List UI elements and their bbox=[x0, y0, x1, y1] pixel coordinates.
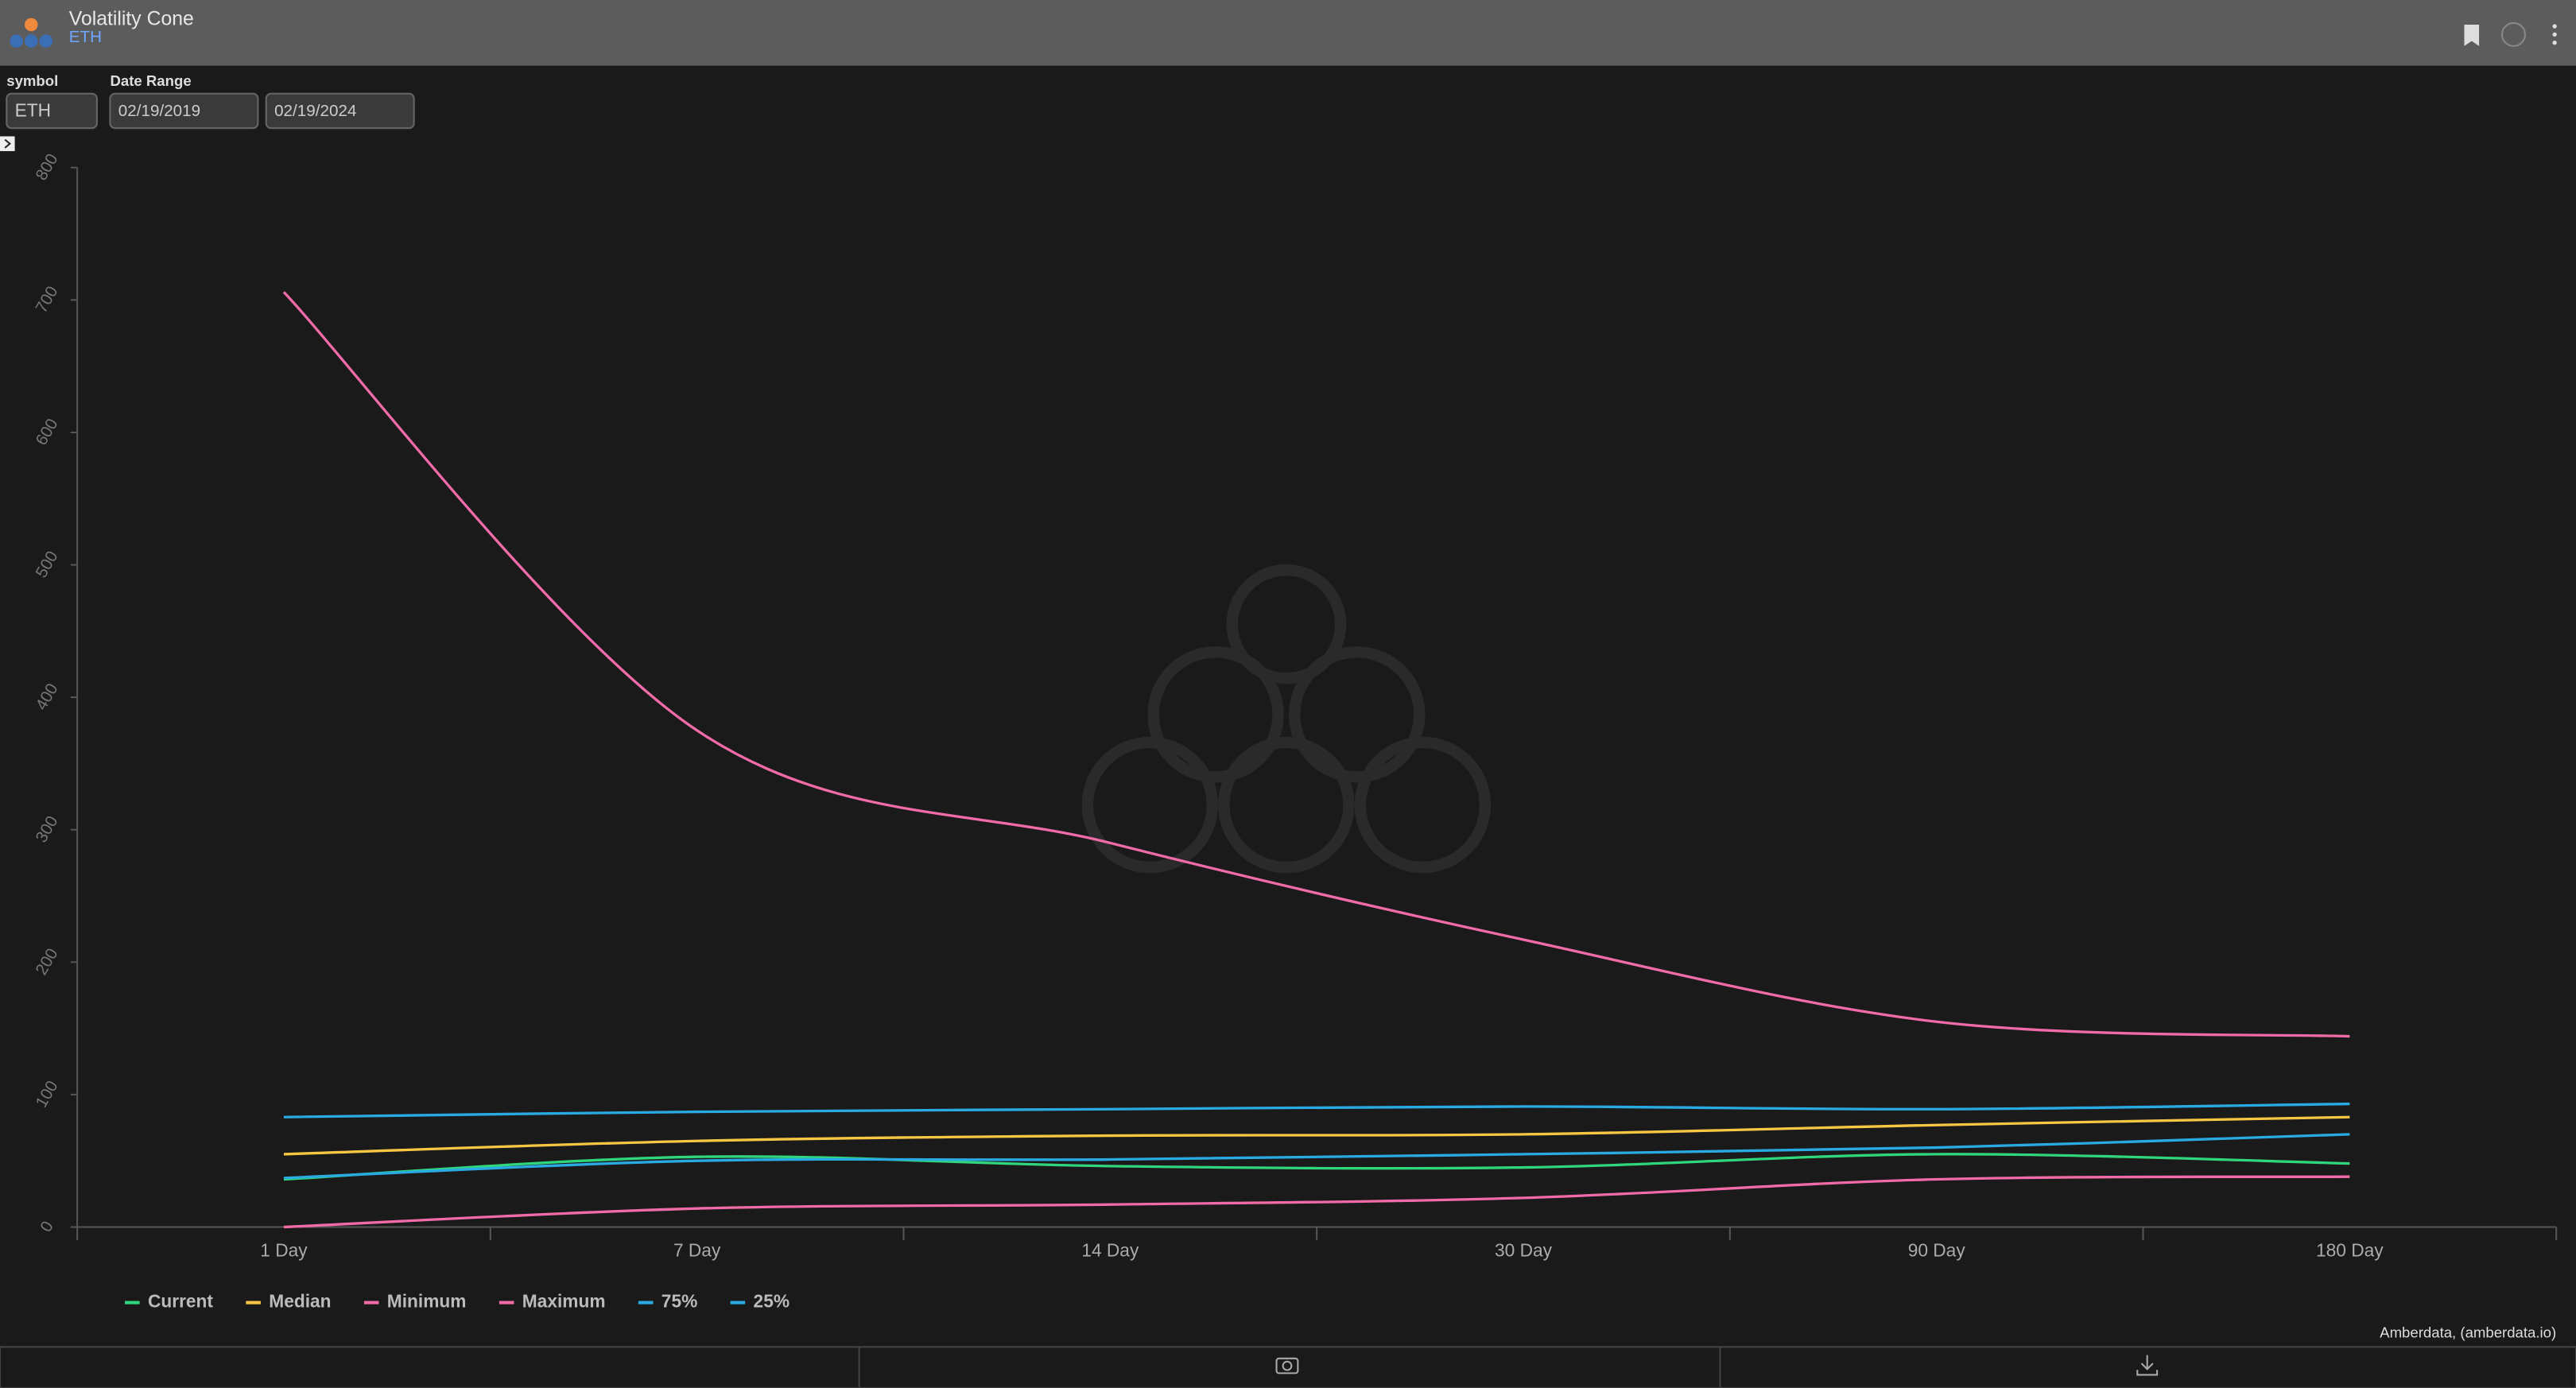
logo bbox=[10, 17, 53, 48]
legend-label: Maximum bbox=[522, 1291, 606, 1312]
legend-label: 25% bbox=[754, 1291, 789, 1312]
start-date: 02/19/2019 bbox=[118, 102, 200, 120]
title-bar bbox=[0, 0, 2576, 66]
info-icon[interactable] bbox=[2500, 21, 2526, 47]
menu-icon[interactable] bbox=[2552, 24, 2557, 45]
x-tick-label: 14 Day bbox=[1081, 1239, 1139, 1260]
series-line bbox=[282, 291, 2350, 1038]
end-date: 02/19/2024 bbox=[274, 102, 356, 120]
app-title: Volatility Cone bbox=[69, 8, 194, 29]
series-line bbox=[283, 1102, 2350, 1119]
expand-toggle[interactable] bbox=[0, 136, 15, 152]
credit: Amberdata, (amberdata.io) bbox=[2380, 1324, 2556, 1341]
series-line bbox=[283, 1175, 2350, 1229]
symbol-value: ETH bbox=[15, 100, 51, 121]
toolbar bbox=[0, 1346, 2576, 1388]
legend-label: Median bbox=[269, 1291, 331, 1312]
control-label: Date Range bbox=[110, 72, 191, 89]
series-line bbox=[283, 1115, 2350, 1156]
expand-arrow bbox=[4, 138, 12, 149]
watermark bbox=[1081, 564, 1492, 874]
download-button[interactable] bbox=[2136, 1355, 2159, 1376]
bookmark-icon[interactable] bbox=[2464, 24, 2480, 46]
app-subtitle: ETH bbox=[69, 28, 102, 46]
x-tick-label: 7 Day bbox=[673, 1239, 721, 1260]
x-tick-label: 30 Day bbox=[1495, 1239, 1553, 1260]
camera-button[interactable] bbox=[1275, 1357, 1299, 1374]
control-label: symbol bbox=[6, 72, 58, 89]
series-line bbox=[283, 1153, 2350, 1181]
symbol-input[interactable] bbox=[6, 92, 98, 130]
end-date-input[interactable] bbox=[265, 92, 415, 130]
x-tick-label: 180 Day bbox=[2316, 1239, 2384, 1260]
legend-label: 75% bbox=[661, 1291, 697, 1312]
start-date-input[interactable] bbox=[109, 92, 259, 130]
x-tick-label: 1 Day bbox=[260, 1239, 308, 1260]
legend-label: Current bbox=[148, 1291, 213, 1312]
series-line bbox=[283, 1133, 2350, 1180]
legend-label: Minimum bbox=[387, 1291, 467, 1312]
x-tick-label: 90 Day bbox=[1908, 1239, 1966, 1260]
